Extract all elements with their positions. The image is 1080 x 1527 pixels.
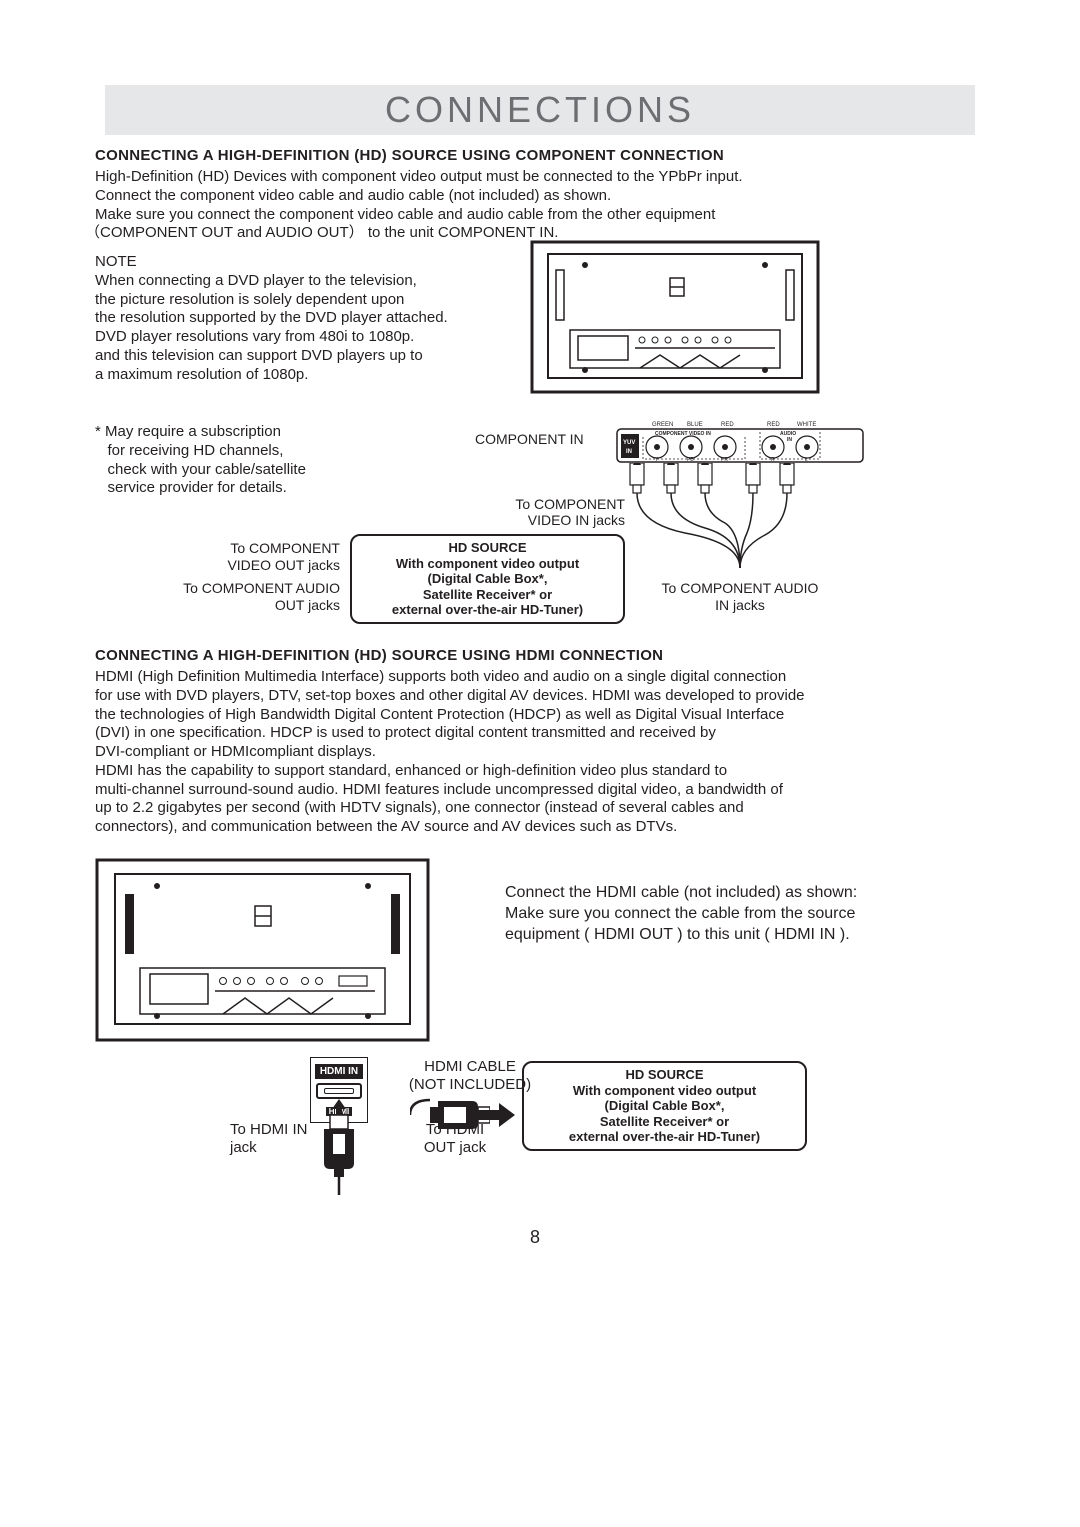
s2-p2: for use with DVD players, DTV, set-top b… (95, 687, 975, 706)
section-component: CONNECTING A HIGH-DEFINITION (HD) SOURCE… (95, 147, 743, 243)
subscription-note: * May require a subscription for receivi… (95, 423, 355, 498)
note-l4: DVD player resolutions vary from 480i to… (95, 328, 505, 347)
tv-back-diagram2-icon (95, 858, 430, 1048)
hdbox1-l3: (Digital Cable Box*, (358, 571, 617, 587)
note-block: NOTE When connecting a DVD player to the… (95, 253, 505, 384)
s2-p5: DVI-compliant or HDMIcompliant displays. (95, 743, 975, 762)
svg-text:COMPONENT VIDEO IN: COMPONENT VIDEO IN (655, 431, 711, 437)
s2-p4: (DVI) in one specification. HDCP is used… (95, 724, 975, 743)
svg-text:YUV: YUV (623, 440, 635, 446)
hdbox1-l2: With component video output (358, 556, 617, 572)
sub-l4: service provider for details. (95, 479, 355, 498)
s2-p7: multi-channel surround-sound audio. HDMI… (95, 781, 975, 800)
hdmi-cable-label: HDMI CABLE (NOT INCLUDED) (405, 1058, 535, 1094)
hd-source-box-1: HD SOURCE With component video output (D… (350, 534, 625, 624)
instr-l2: Make sure you connect the cable from the… (505, 904, 865, 946)
sub-l1: * May require a subscription (95, 423, 355, 442)
page-number: 8 (95, 1227, 975, 1248)
svg-text:GREEN: GREEN (652, 422, 673, 428)
hdmi-port-icon (316, 1083, 362, 1099)
section1-heading: CONNECTING A HIGH-DEFINITION (HD) SOURCE… (95, 147, 743, 164)
connector-panel-icon: GREEN BLUE RED RED WHITE YUV IN COMPONEN… (615, 419, 865, 464)
note-l3: the resolution supported by the DVD play… (95, 309, 505, 328)
note-l5: and this television can support DVD play… (95, 347, 505, 366)
svg-text:RED: RED (767, 422, 780, 428)
svg-text:WHITE: WHITE (797, 422, 816, 428)
to-component-video-in-label: To COMPONENT VIDEO IN jacks (515, 496, 625, 528)
svg-text:RED: RED (721, 422, 734, 428)
sub-l2: for receiving HD channels, (95, 442, 355, 461)
s1-p1: High-Definition (HD) Devices with compon… (95, 168, 743, 187)
hdmi-instructions: Connect the HDMI cable (not included) as… (505, 883, 865, 945)
hdbox2-l1: HD SOURCE (530, 1067, 799, 1083)
section-hdmi: CONNECTING A HIGH-DEFINITION (HD) SOURCE… (95, 647, 975, 837)
page-title: CONNECTIONS (105, 85, 975, 135)
note-l2: the picture resolution is solely depende… (95, 291, 505, 310)
hdbox1-l5: external over-the-air HD-Tuner) (358, 602, 617, 618)
cables-icon (625, 463, 855, 573)
s2-p3: the technologies of High Bandwidth Digit… (95, 706, 975, 725)
hdmi-plug-vertical-icon (320, 1115, 358, 1195)
s1-p2: Connect the component video cable and au… (95, 187, 743, 206)
hdbox1-l1: HD SOURCE (358, 540, 617, 556)
s1-p3: Make sure you connect the component vide… (95, 206, 743, 225)
hdbox2-l5: external over-the-air HD-Tuner) (530, 1129, 799, 1145)
s2-p9: connectors), and communication between t… (95, 818, 975, 837)
hd-source-box-2: HD SOURCE With component video output (D… (522, 1061, 807, 1151)
to-component-audio-in-label: To COMPONENT AUDIO IN jacks (660, 580, 820, 614)
note-l1: When connecting a DVD player to the tele… (95, 272, 505, 291)
note-heading: NOTE (95, 253, 505, 272)
section2-heading: CONNECTING A HIGH-DEFINITION (HD) SOURCE… (95, 647, 975, 664)
to-hdmi-out-label: To HDMI OUT jack (410, 1121, 500, 1157)
s2-p6: HDMI has the capability to support stand… (95, 762, 975, 781)
s2-p8: up to 2.2 gigabytes per second (with HDT… (95, 799, 975, 818)
hdbox2-l2: With component video output (530, 1083, 799, 1099)
svg-text:BLUE: BLUE (687, 422, 703, 428)
to-component-audio-out-label: To COMPONENT AUDIO OUT jacks (165, 580, 340, 614)
note-l6: a maximum resolution of 1080p. (95, 366, 505, 385)
svg-text:IN: IN (787, 437, 792, 443)
hdbox1-l4: Satellite Receiver* or (358, 587, 617, 603)
to-hdmi-in-label: To HDMI IN jack (230, 1121, 310, 1157)
sub-l3: check with your cable/satellite (95, 461, 355, 480)
hdbox2-l4: Satellite Receiver* or (530, 1114, 799, 1130)
svg-text:IN: IN (626, 449, 632, 455)
instr-l1: Connect the HDMI cable (not included) as… (505, 883, 865, 904)
to-component-video-out-label: To COMPONENT VIDEO OUT jacks (195, 540, 340, 574)
tv-back-diagram-icon (530, 240, 820, 400)
hdbox2-l3: (Digital Cable Box*, (530, 1098, 799, 1114)
s2-p1: HDMI (High Definition Multimedia Interfa… (95, 668, 975, 687)
hdmi-in-label: HDMI IN (315, 1064, 363, 1079)
component-in-label: COMPONENT IN (475, 431, 584, 447)
